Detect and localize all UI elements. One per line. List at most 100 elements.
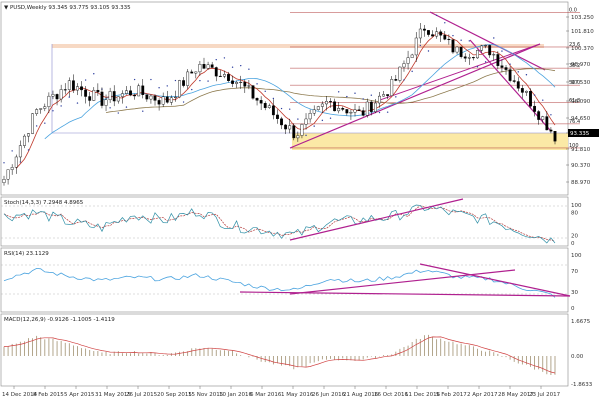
- candle-body: [63, 89, 67, 91]
- candle-body: [373, 102, 377, 112]
- candle-body: [390, 79, 394, 96]
- sar-dot: [125, 106, 128, 108]
- sar-dot: [525, 74, 528, 76]
- candlesticks: [2, 23, 557, 186]
- candle-body: [59, 89, 63, 100]
- candle-body: [55, 94, 59, 100]
- candle-body: [100, 91, 104, 106]
- candle-body: [251, 85, 255, 99]
- candle-body: [133, 94, 137, 97]
- candle-body: [459, 46, 463, 57]
- candle-body: [300, 124, 304, 136]
- candle-body: [178, 80, 181, 98]
- sar-dot: [207, 80, 209, 82]
- candle-body: [149, 95, 153, 100]
- sar-dot: [76, 102, 79, 104]
- sar-dot: [68, 96, 71, 98]
- sar-dot: [166, 85, 168, 87]
- candle-body: [2, 179, 6, 183]
- stoch-panel-frame: [0, 196, 569, 247]
- time-tick-label: 1 May 2016: [281, 392, 314, 398]
- time-tick-label: 31 May 2015: [95, 392, 131, 398]
- candle-body: [22, 135, 26, 146]
- time-tick-label: 14 Dec 2014: [2, 392, 38, 398]
- fib-level-label: 100: [569, 143, 579, 149]
- sar-dot: [321, 119, 324, 122]
- fib-level-label: 61.8: [569, 98, 580, 104]
- sar-dot: [501, 50, 503, 52]
- candle-body: [239, 81, 243, 83]
- candle-body: [378, 95, 381, 104]
- sar-dot: [452, 34, 454, 37]
- candle-body: [422, 28, 426, 31]
- candle-body: [529, 90, 532, 107]
- sar-dot: [289, 108, 291, 110]
- macd-histogram: [3, 334, 556, 375]
- candle-body: [125, 90, 128, 94]
- time-tick-label: 11 Dec 2016: [405, 392, 441, 398]
- candle-body: [316, 106, 320, 110]
- candle-body: [104, 99, 108, 106]
- candle-body: [96, 89, 100, 93]
- candle-body: [214, 67, 218, 77]
- sar-dot: [444, 22, 446, 24]
- rsi-tick-label: 0: [571, 306, 575, 312]
- candle-body: [463, 56, 467, 59]
- rsi-axis: 100 70 30 0: [571, 253, 582, 312]
- candle-body: [541, 116, 545, 120]
- sar-dot: [182, 101, 185, 103]
- sar-dot: [354, 92, 356, 94]
- candle-body: [186, 71, 190, 86]
- sar-dot: [35, 125, 38, 127]
- macd-axis: 1.6675 0.00 -1.8633: [571, 319, 593, 388]
- candle-body: [386, 94, 390, 96]
- sar-dot: [386, 111, 389, 113]
- candle-body: [141, 85, 145, 95]
- sar-dot: [305, 134, 307, 137]
- sar-dot: [313, 125, 315, 127]
- time-tick-label: 28 May 2017: [498, 392, 534, 398]
- candle-body: [394, 79, 398, 81]
- candle-body: [43, 106, 47, 109]
- candle-body: [108, 91, 112, 101]
- rsi-tick-label: 100: [571, 253, 582, 259]
- candle-body: [406, 57, 410, 64]
- candle-body: [71, 80, 75, 91]
- candle-body: [435, 31, 439, 37]
- candle-body: [320, 103, 324, 107]
- time-tick-label: 8 Feb 2015: [33, 392, 64, 398]
- sar-dot: [264, 90, 266, 92]
- candle-body: [329, 101, 332, 103]
- chart-title: ▼ PUSD,Weekly 93.345 93.775 93.105 93.33…: [4, 5, 131, 11]
- sar-dot: [509, 63, 511, 65]
- time-tick-label: 26 Jun 2016: [312, 392, 346, 398]
- sar-dot: [60, 105, 62, 107]
- candle-body: [345, 109, 349, 114]
- candle-body: [369, 101, 373, 112]
- price-tick-label: 98.970: [571, 62, 591, 68]
- candle-body: [492, 54, 496, 56]
- sar-dot: [460, 39, 462, 41]
- candle-body: [484, 45, 488, 47]
- stoch-trendline: [289, 198, 464, 241]
- candle-body: [10, 167, 14, 170]
- sar-dot: [411, 70, 413, 73]
- price-tick-label: 91.810: [571, 147, 591, 153]
- candle-body: [476, 50, 479, 59]
- candle-body: [451, 39, 455, 53]
- candle-body: [410, 54, 414, 58]
- time-tick-label: 26 Jul 2015: [126, 392, 158, 398]
- time-tick-label: 15 Nov 2015: [188, 392, 224, 398]
- candle-body: [198, 64, 202, 73]
- sar-dot: [533, 94, 536, 96]
- candle-body: [516, 81, 520, 89]
- candle-body: [361, 110, 365, 116]
- sar-dot: [117, 112, 119, 114]
- candle-body: [14, 156, 18, 168]
- candle-body: [84, 89, 88, 97]
- rsi-tick-label: 70: [571, 269, 578, 275]
- candle-body: [308, 113, 312, 120]
- sar-dot: [297, 118, 299, 120]
